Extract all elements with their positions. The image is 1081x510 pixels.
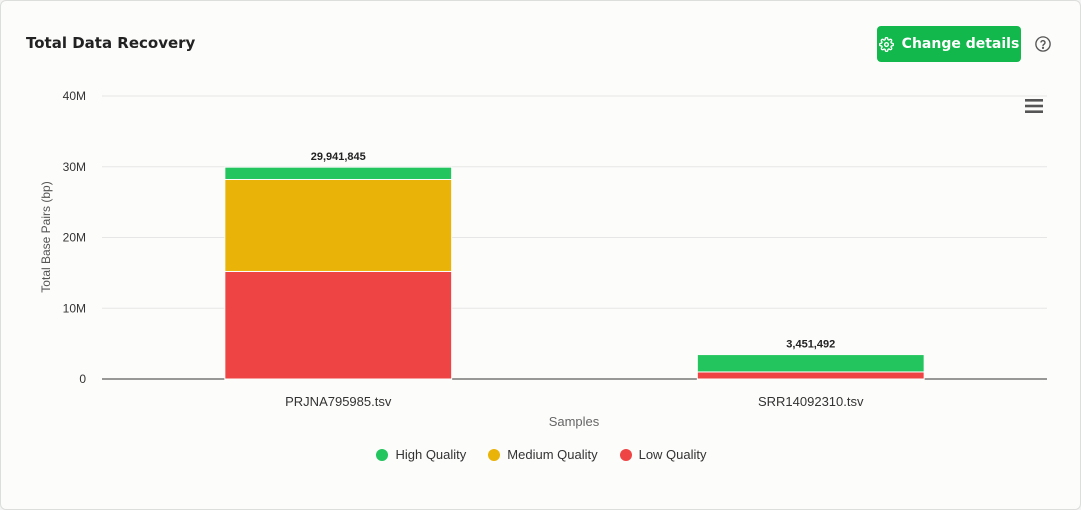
bar-segment[interactable] <box>696 354 925 373</box>
y-tick-label: 0 <box>79 372 86 386</box>
x-tick-label: SRR14092310.tsv <box>758 394 864 409</box>
legend-item[interactable]: Low Quality <box>619 447 707 462</box>
y-axis: 0 10M 20M 30M 40M <box>63 89 87 386</box>
bar-total-label: 29,941,845 <box>311 151 366 163</box>
legend-label: High Quality <box>395 447 467 462</box>
data-label-layer: 29,941,845 3,451,492 <box>311 151 836 350</box>
bar-segment[interactable] <box>224 166 453 180</box>
legend-item[interactable]: High Quality <box>376 447 466 462</box>
y-tick-label: 20M <box>63 231 86 245</box>
y-tick-label: 30M <box>63 160 86 174</box>
bar-segment[interactable] <box>224 270 453 380</box>
x-axis-title: Samples <box>549 414 600 429</box>
y-tick-label: 40M <box>63 89 86 103</box>
card-title: Total Data Recovery <box>26 34 196 52</box>
legend-label: Medium Quality <box>507 447 598 462</box>
y-tick-label: 10M <box>63 301 86 315</box>
stacked-bar-chart: 0 10M 20M 30M 40M 29,941,845 3,451,492 PRJNA7… <box>39 89 1047 429</box>
legend-item[interactable]: Medium Quality <box>488 447 598 462</box>
legend-marker <box>488 448 501 461</box>
hamburger-menu-icon[interactable] <box>1023 97 1045 115</box>
legend-marker <box>376 448 389 461</box>
bar-layer <box>224 166 925 380</box>
legend-label: Low Quality <box>638 447 707 462</box>
chart-legend: High Quality Medium Quality Low Quality <box>1 447 1081 462</box>
gear-icon <box>878 36 894 52</box>
legend-marker <box>619 448 632 461</box>
change-details-label: Change details <box>901 36 1020 52</box>
bar-segment[interactable] <box>224 178 453 272</box>
x-tick-label: PRJNA795985.tsv <box>285 394 392 409</box>
change-details-button[interactable]: Change details <box>877 26 1021 62</box>
x-axis: PRJNA795985.tsv SRR14092310.tsv <box>285 394 864 409</box>
help-circle-icon[interactable] <box>1034 35 1052 53</box>
bar-segment[interactable] <box>696 371 925 380</box>
y-axis-title: Total Base Pairs (bp) <box>39 181 53 292</box>
bar-total-label: 3,451,492 <box>786 339 835 351</box>
